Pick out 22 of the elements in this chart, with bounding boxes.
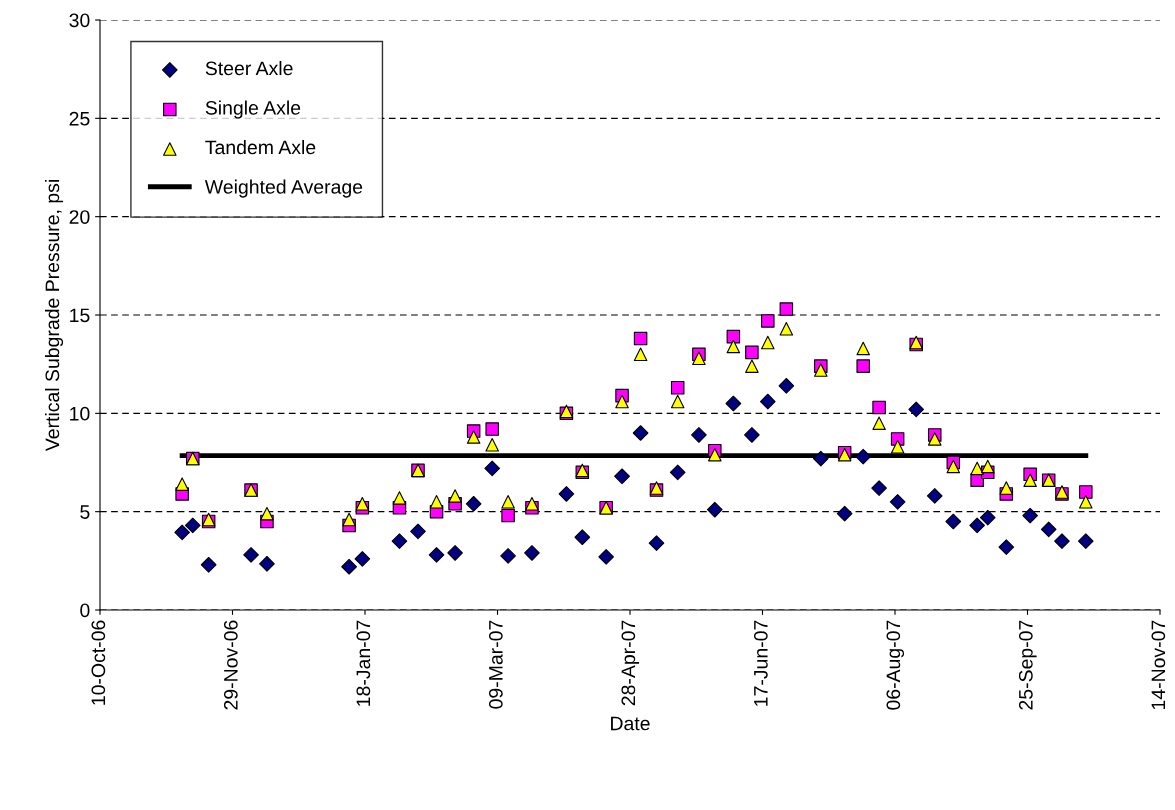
x-tick-label: 28-Apr-07 (621, 620, 640, 706)
legend-label: Tandem Axle (205, 140, 316, 155)
y-tick-label: 10 (70, 406, 90, 421)
y-tick-label: 0 (80, 603, 90, 618)
y-axis-title: Vertical Subgrade Pressure, psi (44, 180, 64, 452)
x-tick-label: 29-Nov-06 (223, 620, 238, 710)
x-tick-label: 18-Jan-07 (356, 620, 371, 706)
legend-label: Single Axle (205, 100, 301, 119)
x-tick-label: 09-Mar-07 (488, 620, 503, 709)
y-tick-label: 25 (69, 111, 90, 126)
x-tick-label: 25-Sep-07 (1018, 620, 1037, 710)
y-tick-label: 5 (80, 505, 90, 519)
legend-label: Steer Axle (205, 60, 293, 76)
legend-label: Weighted Average (204, 179, 363, 198)
x-tick-label: 17-Jun-07 (753, 620, 768, 706)
y-tick-label: 20 (69, 210, 90, 224)
y-tick-label: 15 (70, 308, 90, 323)
y-tick-label: 30 (69, 13, 90, 28)
x-tick-label: 06-Aug-07 (886, 620, 905, 710)
x-tick-label: 14-Nov-07 (1151, 620, 1166, 710)
x-tick-label: 10-Oct-06 (91, 620, 106, 705)
x-axis-title: Date (611, 716, 650, 731)
